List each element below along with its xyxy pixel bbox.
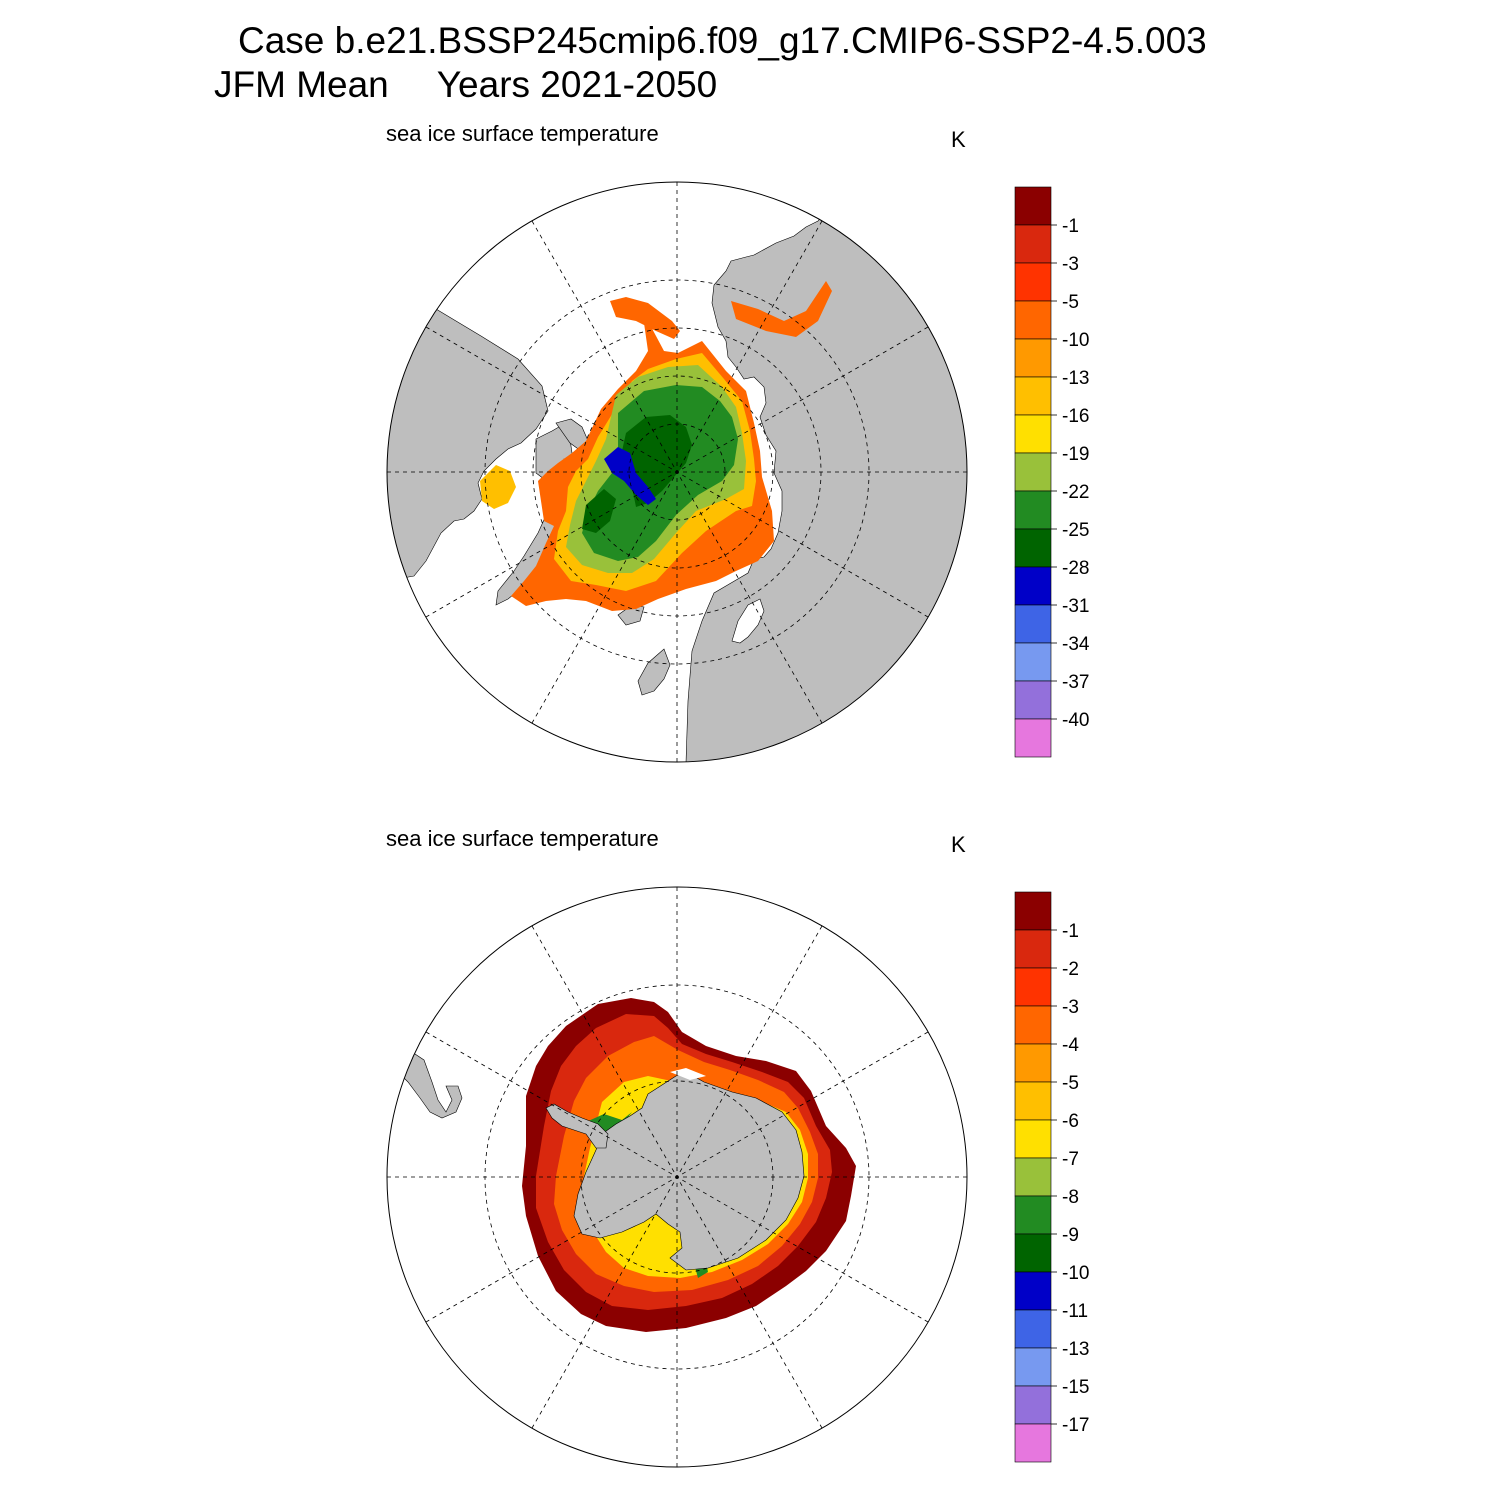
colorbar-swatch: [1014, 929, 1052, 969]
colorbar-swatch: [1014, 642, 1052, 682]
period-title: JFM Mean Years 2021-2050: [214, 64, 717, 106]
colorbar-label: -7: [1062, 1149, 1079, 1170]
years-label: Years 2021-2050: [436, 64, 718, 105]
colorbar-swatch: [1014, 1081, 1052, 1121]
nh-map-border: [386, 181, 968, 763]
nh-ice-bering: [731, 281, 832, 337]
colorbar-label: -17: [1062, 1415, 1089, 1436]
colorbar-swatch: [1014, 224, 1052, 264]
colorbar-swatch: [1014, 1347, 1052, 1387]
colorbar-label: -13: [1062, 1339, 1089, 1360]
nh-units-label: K: [951, 127, 966, 152]
colorbar-swatch: [1014, 376, 1052, 416]
nh-ice-okhotsk: [610, 297, 680, 339]
sh-polar-map: [386, 886, 968, 1468]
colorbar-label: -10: [1062, 330, 1089, 351]
nh-ice-band-dark-green: [582, 415, 692, 533]
colorbar-swatch: [1014, 1271, 1052, 1311]
colorbar-swatch: [1014, 186, 1052, 226]
colorbar-swatch: [1014, 528, 1052, 568]
colorbar-swatch: [1014, 967, 1052, 1007]
colorbar-label: -1: [1062, 921, 1079, 942]
sh-map-border: [386, 886, 968, 1468]
colorbar-label: -31: [1062, 596, 1089, 617]
colorbar-label: -25: [1062, 520, 1089, 541]
colorbar-label: -5: [1062, 1073, 1079, 1094]
nh-meridian-120: [425, 326, 929, 618]
colorbar-swatch: [1014, 414, 1052, 454]
colorbar-label: -28: [1062, 558, 1089, 579]
sh-shelf-ice-white: [670, 1068, 706, 1080]
colorbar-label: -3: [1062, 997, 1079, 1018]
colorbar-swatch: [1014, 1195, 1052, 1235]
sh-panel-title: sea ice surface temperature: [386, 826, 659, 851]
colorbar-swatch: [1014, 262, 1052, 302]
sh-units-label: K: [951, 832, 966, 857]
colorbar-label: -40: [1062, 710, 1089, 731]
colorbar-swatch: [1014, 300, 1052, 340]
colorbar-swatch: [1014, 680, 1052, 720]
sh-colorbar: -1 -2 -3 -4 -5 -6 -7 -8 -9 -10 -11 -13 -15 -17: [1014, 891, 1089, 1463]
colorbar-swatch: [1014, 604, 1052, 644]
scandinavia-inland-sea: [731, 598, 765, 644]
colorbar-label: -5: [1062, 292, 1079, 313]
colorbar-swatch: [1014, 891, 1052, 931]
antarctic-peninsula-land: [545, 1103, 609, 1149]
sh-meridian-120: [425, 1031, 929, 1323]
colorbar-swatch: [1014, 1233, 1052, 1273]
nh-ice-band-blue: [604, 447, 656, 505]
colorbar-swatch: [1014, 566, 1052, 606]
colorbar-label: -37: [1062, 672, 1089, 693]
colorbar-swatch: [1014, 1385, 1052, 1425]
colorbar-swatch: [1014, 490, 1052, 530]
colorbar-swatch: [1014, 1119, 1052, 1159]
colorbar-label: -11: [1062, 1301, 1088, 1322]
uk-land: [637, 648, 671, 696]
colorbar-swatch: [1014, 452, 1052, 492]
north-america-land: [387, 280, 549, 582]
colorbar-label: -8: [1062, 1187, 1079, 1208]
case-title: Case b.e21.BSSP245cmip6.f09_g17.CMIP6-SS…: [238, 20, 1207, 61]
colorbar-label: -9: [1062, 1225, 1079, 1246]
colorbar-label: -2: [1062, 959, 1079, 980]
antarctica-land: [573, 1071, 805, 1271]
colorbar-label: -1: [1062, 216, 1079, 237]
colorbar-label: -10: [1062, 1263, 1089, 1284]
colorbar-swatch: [1014, 338, 1052, 378]
colorbar-label: -15: [1062, 1377, 1089, 1398]
season-label: JFM Mean: [214, 64, 389, 105]
colorbar-label: -4: [1062, 1035, 1079, 1056]
colorbar-label: -13: [1062, 368, 1089, 389]
colorbar-swatch: [1014, 1309, 1052, 1349]
colorbar-label: -22: [1062, 482, 1089, 503]
colorbar-swatch: [1014, 1005, 1052, 1045]
colorbar-label: -34: [1062, 634, 1090, 655]
nh-ice-hudson-bay: [480, 465, 516, 509]
nh-panel-title: sea ice surface temperature: [386, 121, 659, 146]
colorbar-swatch: [1014, 1423, 1052, 1463]
colorbar-label: -6: [1062, 1111, 1079, 1132]
colorbar-swatch: [1014, 1043, 1052, 1083]
colorbar-label: -19: [1062, 444, 1089, 465]
colorbar-label: -16: [1062, 406, 1089, 427]
colorbar-label: -3: [1062, 254, 1079, 275]
nh-polar-map: [386, 181, 968, 763]
nh-colorbar: -1 -3 -5 -10 -13 -16 -19 -22 -25 -28 -31 -34 -37 -40: [1014, 186, 1090, 758]
colorbar-swatch: [1014, 718, 1052, 758]
colorbar-swatch: [1014, 1157, 1052, 1197]
